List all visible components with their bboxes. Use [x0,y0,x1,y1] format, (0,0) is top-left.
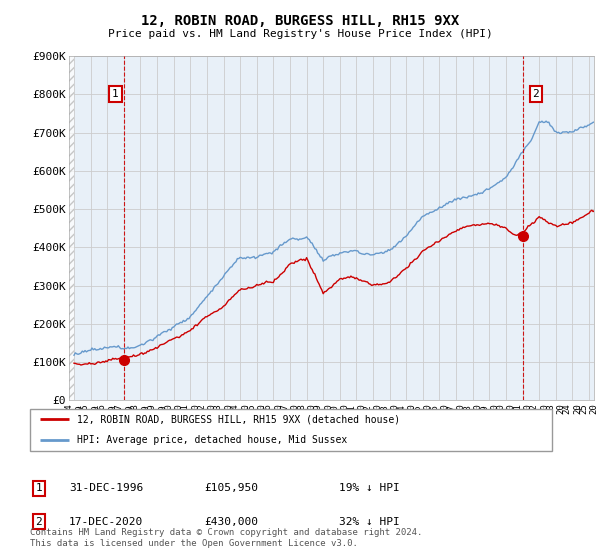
Text: 2: 2 [532,89,539,99]
Text: 17-DEC-2020: 17-DEC-2020 [69,517,143,527]
Text: 1: 1 [112,89,119,99]
Text: 2: 2 [35,517,43,527]
Text: 31-DEC-1996: 31-DEC-1996 [69,483,143,493]
Text: 32% ↓ HPI: 32% ↓ HPI [339,517,400,527]
Text: Price paid vs. HM Land Registry's House Price Index (HPI): Price paid vs. HM Land Registry's House … [107,29,493,39]
Text: 12, ROBIN ROAD, BURGESS HILL, RH15 9XX (detached house): 12, ROBIN ROAD, BURGESS HILL, RH15 9XX (… [77,414,400,424]
Text: Contains HM Land Registry data © Crown copyright and database right 2024.
This d: Contains HM Land Registry data © Crown c… [30,528,422,548]
Text: £430,000: £430,000 [204,517,258,527]
Text: 1: 1 [35,483,43,493]
Text: HPI: Average price, detached house, Mid Sussex: HPI: Average price, detached house, Mid … [77,435,347,445]
Text: £105,950: £105,950 [204,483,258,493]
Text: 19% ↓ HPI: 19% ↓ HPI [339,483,400,493]
Text: 12, ROBIN ROAD, BURGESS HILL, RH15 9XX: 12, ROBIN ROAD, BURGESS HILL, RH15 9XX [141,14,459,28]
FancyBboxPatch shape [30,409,552,451]
